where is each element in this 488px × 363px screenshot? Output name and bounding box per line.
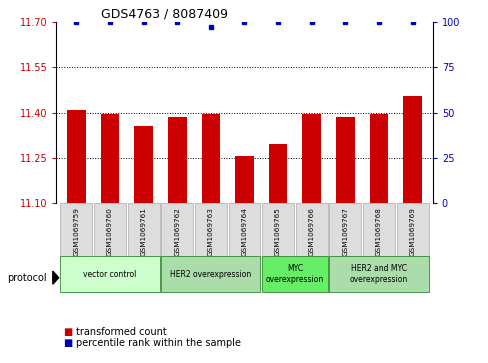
Bar bbox=[369, 114, 387, 203]
Bar bbox=[396, 203, 427, 256]
Polygon shape bbox=[53, 271, 59, 284]
Text: protocol: protocol bbox=[7, 273, 47, 283]
Text: GSM1069765: GSM1069765 bbox=[275, 208, 281, 256]
Text: GSM1069766: GSM1069766 bbox=[308, 208, 314, 256]
Bar bbox=[67, 110, 85, 203]
Text: GSM1069761: GSM1069761 bbox=[141, 208, 146, 256]
Bar bbox=[201, 114, 220, 203]
Bar bbox=[127, 203, 159, 256]
Bar bbox=[295, 203, 327, 256]
Bar bbox=[195, 203, 226, 256]
Text: GSM1069764: GSM1069764 bbox=[241, 208, 247, 256]
Bar bbox=[335, 117, 354, 203]
Bar bbox=[168, 117, 186, 203]
Bar bbox=[329, 203, 361, 256]
Text: GSM1069763: GSM1069763 bbox=[207, 208, 213, 256]
Bar bbox=[403, 96, 421, 203]
Text: GDS4763 / 8087409: GDS4763 / 8087409 bbox=[101, 8, 228, 21]
Bar bbox=[268, 144, 287, 203]
Bar bbox=[61, 203, 92, 256]
Bar bbox=[235, 156, 253, 203]
Bar bbox=[262, 203, 293, 256]
Text: GSM1069762: GSM1069762 bbox=[174, 208, 180, 256]
Bar bbox=[94, 203, 126, 256]
Text: vector control: vector control bbox=[83, 270, 137, 278]
Bar bbox=[61, 256, 159, 292]
Bar bbox=[161, 203, 193, 256]
Text: percentile rank within the sample: percentile rank within the sample bbox=[76, 338, 240, 348]
Bar bbox=[228, 203, 260, 256]
Bar bbox=[134, 126, 153, 203]
Bar bbox=[362, 203, 394, 256]
Text: GSM1069769: GSM1069769 bbox=[409, 208, 415, 256]
Bar bbox=[302, 114, 320, 203]
Text: GSM1069759: GSM1069759 bbox=[73, 208, 79, 256]
Bar bbox=[262, 256, 327, 292]
Bar bbox=[161, 256, 260, 292]
Text: ■: ■ bbox=[63, 327, 73, 337]
Text: GSM1069767: GSM1069767 bbox=[342, 208, 347, 256]
Text: HER2 overexpression: HER2 overexpression bbox=[170, 270, 251, 278]
Text: MYC
overexpression: MYC overexpression bbox=[265, 264, 324, 284]
Text: GSM1069768: GSM1069768 bbox=[375, 208, 381, 256]
Text: ■: ■ bbox=[63, 338, 73, 348]
Text: HER2 and MYC
overexpression: HER2 and MYC overexpression bbox=[349, 264, 407, 284]
Bar bbox=[101, 114, 119, 203]
Bar bbox=[329, 256, 427, 292]
Text: transformed count: transformed count bbox=[76, 327, 166, 337]
Text: GSM1069760: GSM1069760 bbox=[107, 208, 113, 256]
